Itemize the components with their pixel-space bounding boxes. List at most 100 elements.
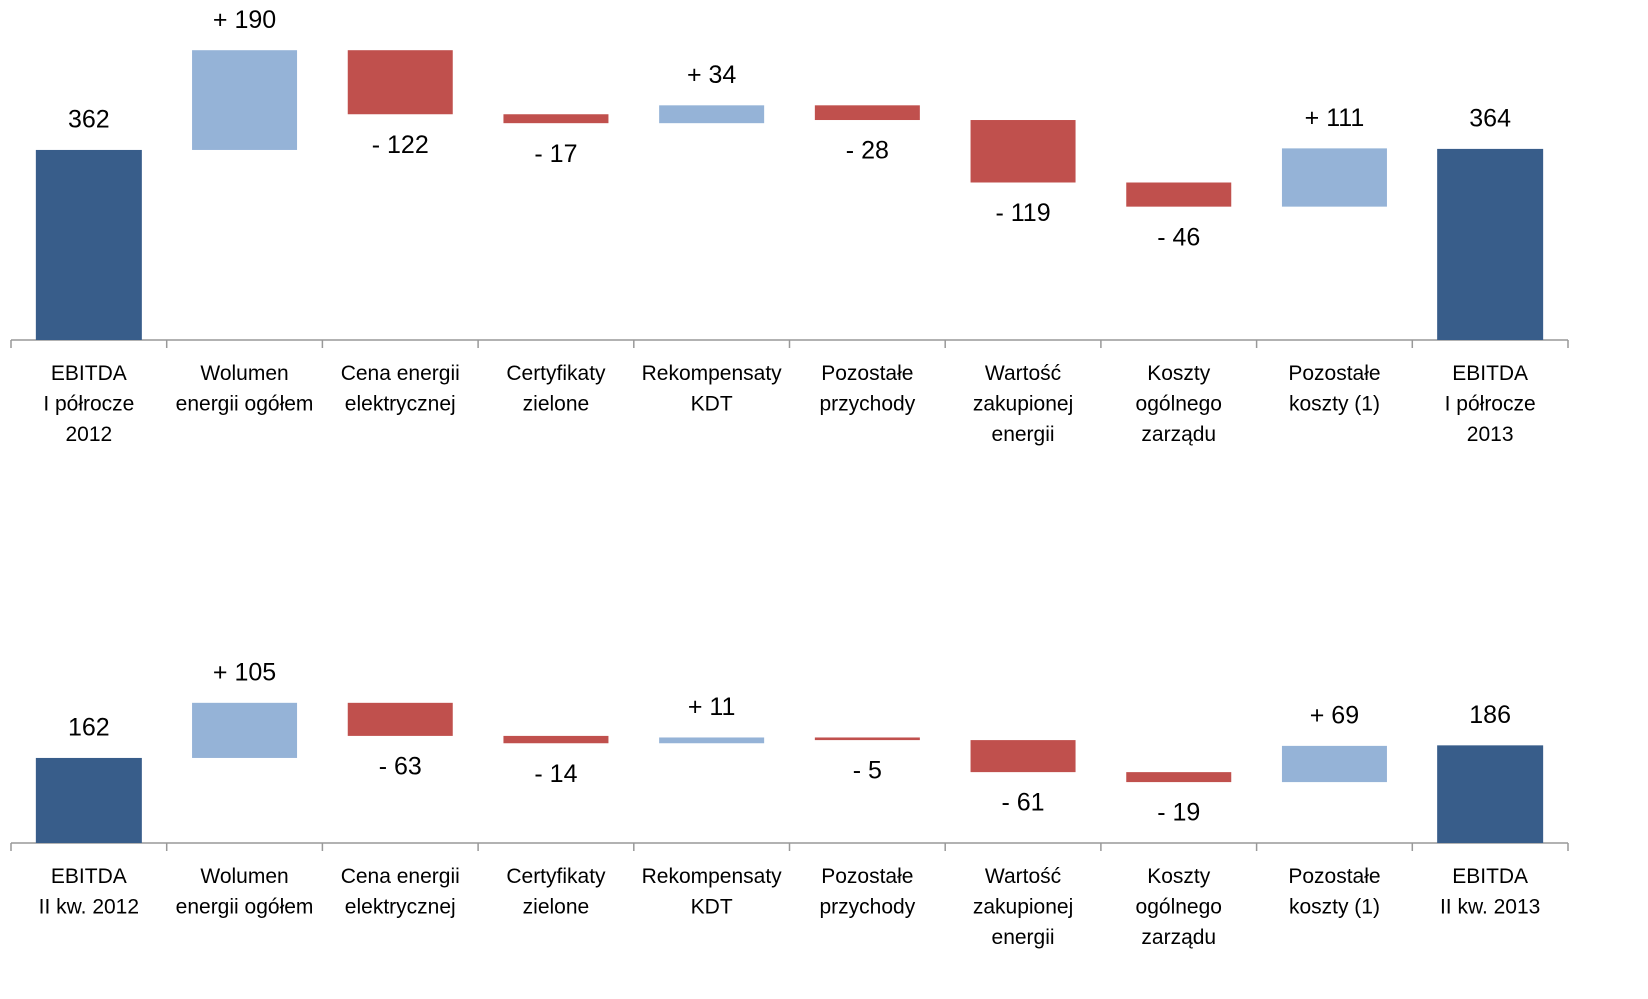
- x-tick-label-line: elektrycznej: [345, 392, 456, 415]
- value-label: + 111: [1305, 104, 1365, 132]
- x-tick-label-line: zielone: [523, 895, 590, 918]
- x-tick-label-line: ogólnego: [1136, 392, 1222, 415]
- x-tick-label: Pozostałe przychody: [819, 865, 915, 919]
- delta-bar: [1281, 148, 1387, 207]
- x-tick-label-line: zarządu: [1141, 423, 1216, 446]
- value-label: - 28: [846, 137, 889, 165]
- value-label: + 105: [213, 658, 276, 686]
- value-label: + 34: [687, 61, 736, 89]
- value-label: - 122: [372, 131, 429, 159]
- x-tick-label-line: EBITDA: [1452, 362, 1528, 385]
- value-label: - 63: [379, 753, 422, 781]
- x-tick-label-line: koszty (1): [1289, 392, 1380, 415]
- value-label: - 119: [995, 199, 1050, 227]
- delta-bar: [814, 105, 920, 121]
- delta-bar: [192, 50, 298, 150]
- delta-bar: [659, 105, 765, 124]
- x-tick-label-line: I półrocze: [1445, 392, 1536, 415]
- delta-bar: [347, 50, 453, 115]
- x-tick-label-line: Wartość: [985, 362, 1061, 385]
- x-tick-label: EBITDA II kw. 2013: [1440, 865, 1540, 919]
- x-tick-label: Pozostałe koszty (1): [1288, 865, 1380, 919]
- x-tick-label-line: przychody: [819, 895, 915, 918]
- value-label: - 14: [534, 760, 577, 788]
- total-bar: [1437, 148, 1544, 340]
- x-tick-label-line: II kw. 2013: [1440, 895, 1540, 918]
- value-label: 162: [68, 714, 110, 742]
- x-tick-label-line: Wartość: [985, 865, 1061, 888]
- value-label: - 61: [1002, 789, 1045, 817]
- x-tick-label-line: 2012: [65, 423, 112, 446]
- x-tick-label-line: Pozostałe: [1288, 362, 1380, 385]
- value-label: 186: [1469, 701, 1511, 729]
- delta-bar: [659, 737, 765, 744]
- x-tick-label: Pozostałe przychody: [819, 362, 915, 416]
- delta-bar: [970, 740, 1076, 773]
- x-tick-label: EBITDA I półrocze 2012: [43, 362, 134, 446]
- value-label: 362: [68, 106, 110, 134]
- x-tick-label: Rekompensaty KDT: [642, 865, 783, 919]
- x-tick-label-line: EBITDA: [51, 362, 127, 385]
- x-tick-label-line: 2013: [1467, 423, 1514, 446]
- x-tick-label-line: Cena energii: [341, 362, 460, 385]
- x-tick-label-line: Koszty: [1147, 865, 1211, 888]
- x-tick-label-line: II kw. 2012: [39, 895, 139, 918]
- value-label: + 69: [1310, 701, 1359, 729]
- delta-bar: [970, 120, 1076, 183]
- value-label: + 11: [688, 693, 736, 721]
- x-tick-label: EBITDA II kw. 2012: [39, 865, 139, 919]
- x-tick-label-line: Pozostałe: [821, 362, 913, 385]
- x-tick-label: Cena energii elektrycznej: [341, 362, 460, 416]
- x-tick-label: Certyfikaty zielone: [506, 362, 606, 416]
- x-tick-label-line: Pozostałe: [821, 865, 913, 888]
- x-tick-label-line: I półrocze: [43, 392, 134, 415]
- value-label: 364: [1469, 105, 1511, 133]
- x-tick-label: Wolumen energii ogółem: [176, 865, 314, 919]
- x-tick-label-line: zielone: [523, 392, 590, 415]
- x-tick-label: Wartość zakupionej energii: [973, 865, 1073, 949]
- x-tick-label: Rekompensaty KDT: [642, 362, 783, 416]
- value-label: - 19: [1157, 799, 1200, 827]
- x-tick-label: Wolumen energii ogółem: [176, 362, 314, 416]
- value-label: - 17: [534, 140, 577, 168]
- delta-bar: [1281, 745, 1387, 783]
- x-tick-label-line: Pozostałe: [1288, 865, 1380, 888]
- x-tick-label-line: KDT: [691, 895, 733, 918]
- delta-bar: [503, 735, 609, 744]
- x-tick-label-line: Rekompensaty: [642, 865, 783, 888]
- total-bar: [1437, 745, 1544, 843]
- x-tick-label: EBITDA I półrocze 2013: [1445, 362, 1536, 446]
- x-tick-label-line: Certyfikaty: [506, 362, 606, 385]
- x-tick-label: Certyfikaty zielone: [506, 865, 606, 919]
- x-tick-label-line: zakupionej: [973, 895, 1073, 918]
- x-tick-label-line: elektrycznej: [345, 895, 456, 918]
- delta-bar: [1126, 772, 1232, 783]
- x-tick-label: Koszty ogólnego zarządu: [1136, 865, 1222, 949]
- x-tick-label-line: zakupionej: [973, 392, 1073, 415]
- x-tick-label-line: Koszty: [1147, 362, 1211, 385]
- delta-bar: [814, 737, 920, 741]
- value-label: - 5: [853, 757, 882, 785]
- x-tick-label-line: zarządu: [1141, 926, 1216, 949]
- x-tick-label-line: EBITDA: [51, 865, 127, 888]
- x-tick-label-line: koszty (1): [1289, 895, 1380, 918]
- x-tick-label-line: energii: [992, 423, 1055, 446]
- delta-bar: [1126, 182, 1232, 207]
- x-tick-label-line: Certyfikaty: [506, 865, 606, 888]
- x-tick-label-line: ogólnego: [1136, 895, 1222, 918]
- x-tick-label: Pozostałe koszty (1): [1288, 362, 1380, 416]
- total-bar: [35, 757, 142, 843]
- x-tick-label-line: Wolumen: [200, 865, 288, 888]
- value-label: + 190: [213, 6, 276, 34]
- delta-bar: [347, 702, 453, 736]
- x-tick-label: Koszty ogólnego zarządu: [1136, 362, 1222, 446]
- x-tick-label-line: Cena energii: [341, 865, 460, 888]
- x-tick-label-line: Wolumen: [200, 362, 288, 385]
- value-label: - 46: [1157, 223, 1200, 251]
- x-tick-label-line: Rekompensaty: [642, 362, 783, 385]
- total-bar: [35, 149, 142, 340]
- x-tick-label-line: energii: [992, 926, 1055, 949]
- x-tick-label-line: EBITDA: [1452, 865, 1528, 888]
